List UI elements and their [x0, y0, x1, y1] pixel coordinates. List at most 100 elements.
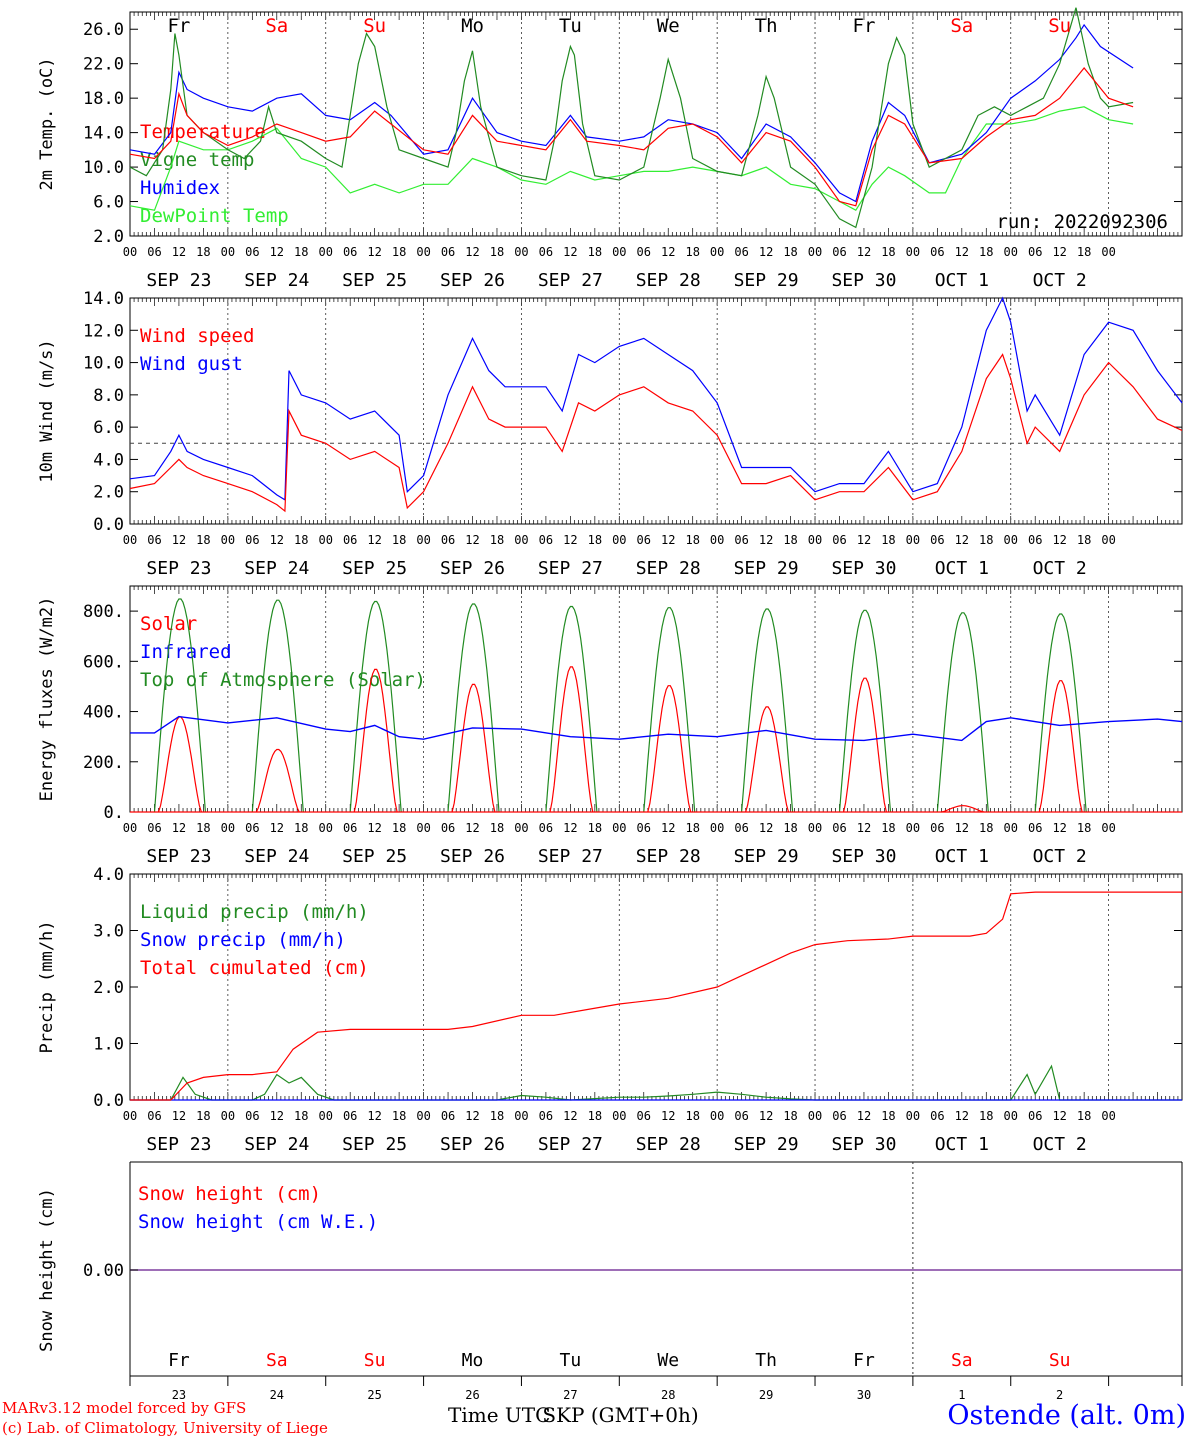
y-tick-label: 0. [104, 803, 124, 823]
hour-tick-label: 06 [1028, 533, 1042, 547]
hour-tick-label: 00 [808, 1109, 822, 1123]
y-tick-label: 200. [83, 753, 124, 773]
series-line [129, 7, 1134, 229]
y-tick-label: 4.0 [93, 450, 124, 470]
date-label: SEP 28 [636, 270, 701, 291]
date-label: SEP 23 [146, 558, 211, 579]
date-label: OCT 1 [935, 1134, 989, 1155]
weekday-label: Su [363, 15, 386, 37]
weekday-label: We [657, 15, 680, 37]
solar-curve [941, 805, 985, 813]
toa-curve [251, 599, 304, 813]
hour-tick-label: 06 [343, 1109, 357, 1123]
hour-tick-label: 18 [196, 1109, 210, 1123]
y-tick-label: 6.0 [93, 193, 124, 213]
y-axis-title: 10m Wind (m/s) [37, 339, 57, 482]
hour-tick-label: 12 [367, 1109, 381, 1123]
date-label: SEP 29 [734, 558, 799, 579]
date-label: SEP 27 [538, 1134, 603, 1155]
hour-tick-label: 06 [539, 821, 553, 835]
hour-tick-label: 12 [563, 821, 577, 835]
y-tick-label: 6.0 [93, 418, 124, 438]
y-tick-label: 0.0 [93, 515, 124, 535]
date-label: SEP 29 [734, 270, 799, 291]
day-number-label: 28 [661, 1388, 675, 1402]
date-label: SEP 27 [538, 846, 603, 867]
hour-tick-label: 00 [416, 821, 430, 835]
date-label: SEP 28 [636, 1134, 701, 1155]
hour-tick-label: 12 [367, 821, 381, 835]
legend-entry: Vigne temp [140, 149, 254, 171]
hour-tick-label: 00 [123, 533, 137, 547]
hour-tick-label: 18 [979, 821, 993, 835]
hour-tick-label: 12 [759, 1109, 773, 1123]
solar-curve [451, 683, 496, 813]
hour-tick-label: 00 [710, 821, 724, 835]
hour-tick-label: 12 [661, 533, 675, 547]
day-number-label: 30 [857, 1388, 871, 1402]
legend-entry: Wind speed [140, 325, 254, 347]
hour-tick-label: 06 [147, 533, 161, 547]
hour-tick-label: 18 [196, 533, 210, 547]
solar-curve [157, 716, 202, 813]
hour-tick-label: 00 [514, 533, 528, 547]
hour-tick-label: 12 [465, 1109, 479, 1123]
y-tick-label: 14.0 [83, 289, 124, 309]
legend-entry: DewPoint Temp [140, 205, 289, 227]
hour-tick-label: 18 [490, 821, 504, 835]
hour-tick-label: 12 [1052, 1109, 1066, 1123]
day-number-label: 2 [1056, 1388, 1063, 1402]
panel-temp: 2.0 6.0 10.0 14.0 18.0 22.0 26.0 2m Temp. (oC) T… [37, 7, 1183, 247]
hour-tick-label: 06 [930, 821, 944, 835]
day-number-label: 27 [563, 1388, 577, 1402]
panel-frame [129, 11, 1183, 237]
y-axis-title: Precip (mm/h) [37, 920, 57, 1053]
hour-tick-label: 00 [416, 1109, 430, 1123]
y-tick-label: 2.0 [93, 483, 124, 503]
date-label: OCT 2 [1033, 1134, 1087, 1155]
hour-tick-label: 06 [1028, 821, 1042, 835]
date-label: SEP 28 [636, 558, 701, 579]
weekday-label: Th [755, 1350, 777, 1371]
hour-tick-label: 00 [612, 1109, 626, 1123]
hour-tick-label: 18 [294, 533, 308, 547]
hour-tick-label: 00 [808, 533, 822, 547]
hour-tick-label: 00 [416, 245, 430, 259]
hour-tick-label: 00 [906, 1109, 920, 1123]
hour-tick-label: 00 [514, 245, 528, 259]
date-label: SEP 28 [636, 846, 701, 867]
legend-entry: Wind gust [140, 353, 243, 375]
legend-entry: Total cumulated (cm) [140, 957, 369, 979]
hour-tick-label: 12 [955, 533, 969, 547]
panel-wind: 0.0 2.0 4.0 6.0 8.0 10.0 12.0 14.0 10m Wind (m/s… [37, 289, 1183, 535]
hour-tick-label: 06 [343, 533, 357, 547]
hour-tick-label: 06 [147, 1109, 161, 1123]
date-label: OCT 2 [1033, 558, 1087, 579]
hour-tick-label: 00 [1004, 821, 1018, 835]
hour-tick-label: 00 [514, 821, 528, 835]
legend-entry: Solar [140, 613, 197, 635]
day-number-label: 23 [172, 1388, 186, 1402]
time-axis-title: Time UTCSKP (GMT+0h) [448, 1403, 699, 1427]
hour-tick-label: 18 [783, 1109, 797, 1123]
date-label: SEP 30 [831, 846, 896, 867]
y-axis-title: Energy fluxes (W/m2) [37, 597, 57, 802]
series-line [129, 106, 1134, 211]
hour-tick-label: 18 [1077, 245, 1091, 259]
legend-entry: Snow height (cm W.E.) [138, 1211, 378, 1233]
hour-tick-label: 18 [294, 1109, 308, 1123]
series-line [129, 296, 1183, 501]
hour-tick-label: 18 [685, 1109, 699, 1123]
series-line [130, 1064, 1182, 1101]
hour-tick-label: 06 [930, 533, 944, 547]
date-label: SEP 30 [831, 270, 896, 291]
hour-tick-label: 12 [172, 821, 186, 835]
hour-tick-label: 18 [685, 533, 699, 547]
hour-tick-label: 06 [1028, 245, 1042, 259]
hour-tick-label: 12 [857, 245, 871, 259]
hour-tick-label: 00 [1101, 821, 1115, 835]
hour-tick-label: 06 [539, 533, 553, 547]
hour-tick-label: 12 [270, 533, 284, 547]
hour-tick-label: 12 [270, 821, 284, 835]
weekday-label: Fr [853, 15, 876, 37]
